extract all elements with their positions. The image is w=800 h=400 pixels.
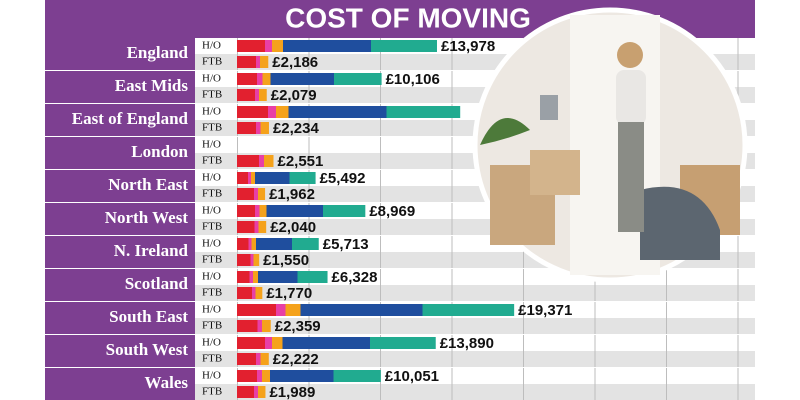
region-label: South East	[109, 307, 188, 326]
region-cell	[45, 269, 195, 301]
value-label: £6,328	[332, 269, 378, 286]
series-label: FTB	[202, 353, 222, 365]
photo	[472, 7, 748, 283]
value-label: £2,186	[272, 54, 318, 71]
region-label: London	[131, 142, 188, 161]
bar	[237, 122, 269, 134]
series-label: H/O	[202, 172, 221, 184]
region-label: Scotland	[125, 274, 189, 293]
series-label: FTB	[202, 155, 222, 167]
value-label: £2,359	[275, 318, 321, 335]
value-label: £5,492	[320, 170, 366, 187]
series-label: H/O	[202, 337, 221, 349]
series-label: FTB	[202, 287, 222, 299]
series-label: H/O	[202, 106, 221, 118]
value-label: £2,551	[277, 153, 323, 170]
bar	[237, 320, 271, 332]
region-cell	[45, 236, 195, 268]
value-label: £10,106	[386, 71, 440, 88]
bar	[237, 172, 316, 184]
region-cell	[45, 38, 195, 70]
bar	[237, 188, 266, 200]
bar	[237, 73, 382, 85]
region-cell	[45, 335, 195, 367]
region-cell	[45, 137, 195, 169]
series-label: H/O	[202, 205, 221, 217]
series-label: H/O	[202, 271, 221, 283]
region-cell	[45, 203, 195, 235]
region-cell	[45, 302, 195, 334]
value-label: £1,770	[266, 285, 312, 302]
value-label: £1,550	[263, 252, 309, 269]
bar	[237, 106, 461, 118]
value-label: £13,890	[440, 335, 494, 352]
region-label: N. Ireland	[114, 241, 189, 260]
value-label: £2,234	[273, 120, 320, 137]
bar	[237, 370, 381, 382]
bar	[237, 40, 437, 52]
region-cell	[45, 368, 195, 400]
bar	[237, 89, 267, 101]
series-label: FTB	[202, 254, 222, 266]
chart-title: COST OF MOVING	[285, 2, 531, 33]
value-label: £2,040	[270, 219, 316, 236]
series-label: FTB	[202, 221, 222, 233]
bar	[237, 155, 274, 167]
bar	[237, 337, 436, 349]
bar	[237, 254, 260, 266]
region-cell	[45, 71, 195, 103]
region-label: South West	[106, 340, 189, 359]
region-label: North West	[105, 208, 189, 227]
bar	[237, 353, 269, 365]
value-label: £19,371	[518, 302, 572, 319]
region-label: Wales	[145, 373, 189, 392]
value-label: £2,079	[271, 87, 317, 104]
value-label: £2,222	[273, 351, 319, 368]
bar	[237, 205, 366, 217]
value-label: £5,713	[323, 236, 369, 253]
region-label: England	[127, 43, 189, 62]
value-label: £1,989	[269, 384, 315, 400]
bar	[237, 271, 328, 283]
bar	[237, 287, 263, 299]
value-label: £10,051	[385, 368, 439, 385]
series-label: FTB	[202, 386, 222, 398]
bar	[237, 221, 267, 233]
series-label: FTB	[202, 122, 222, 134]
bar	[237, 238, 319, 250]
value-label: £8,969	[369, 203, 415, 220]
series-label: H/O	[202, 40, 221, 52]
region-cell	[45, 170, 195, 202]
bar	[237, 56, 269, 68]
series-label: H/O	[202, 139, 221, 151]
series-label: FTB	[202, 56, 222, 68]
bar	[237, 386, 266, 398]
region-cell	[45, 104, 195, 136]
series-label: H/O	[202, 370, 221, 382]
bar	[237, 304, 515, 316]
series-label: FTB	[202, 89, 222, 101]
value-label: £13,978	[441, 38, 495, 55]
series-label: FTB	[202, 320, 222, 332]
series-label: H/O	[202, 304, 221, 316]
series-label: H/O	[202, 238, 221, 250]
value-label: £1,962	[269, 186, 315, 203]
region-label: East of England	[72, 109, 189, 128]
region-label: East Mids	[115, 76, 189, 95]
series-label: H/O	[202, 73, 221, 85]
region-label: North East	[108, 175, 188, 194]
series-label: FTB	[202, 188, 222, 200]
